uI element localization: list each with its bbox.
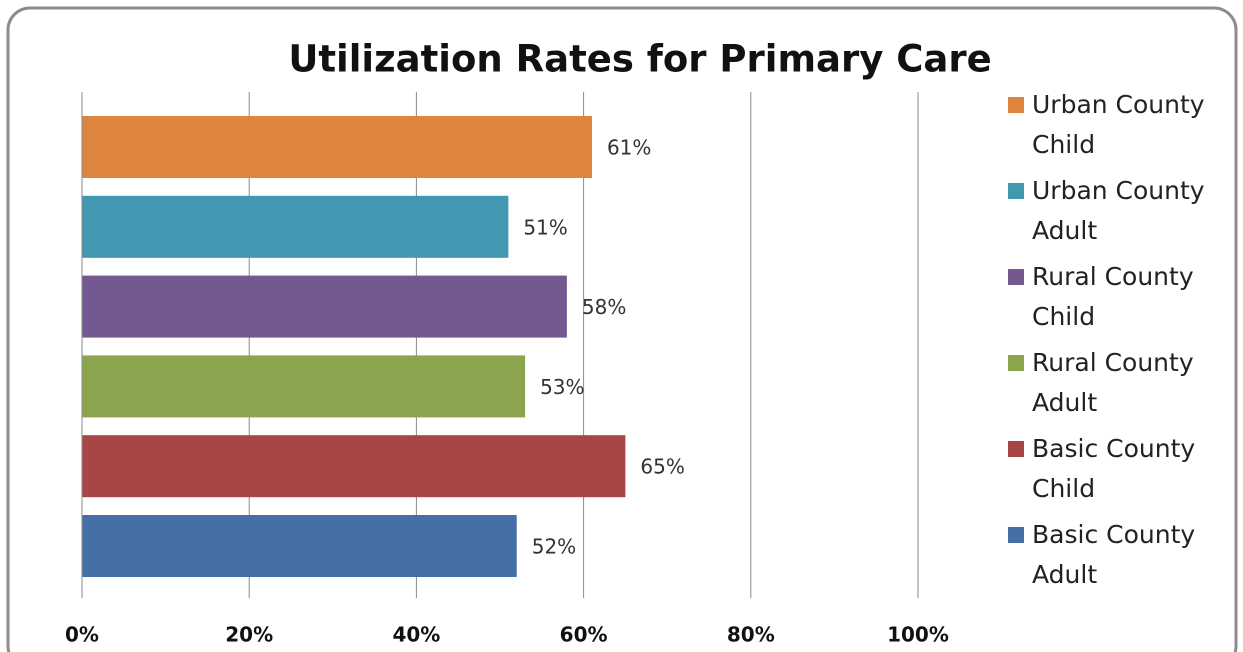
legend-swatch bbox=[1008, 183, 1024, 199]
x-tick-label: 60% bbox=[560, 623, 608, 647]
bar bbox=[82, 195, 509, 258]
x-tick-label: 80% bbox=[727, 623, 775, 647]
x-tick-label: 40% bbox=[392, 623, 440, 647]
bar bbox=[82, 435, 626, 498]
bar bbox=[82, 355, 526, 418]
legend-item: Rural County Adult bbox=[1008, 343, 1223, 423]
bar bbox=[82, 116, 592, 178]
data-label: 52% bbox=[532, 535, 576, 559]
legend-swatch bbox=[1008, 527, 1024, 543]
legend-swatch bbox=[1008, 355, 1024, 371]
legend-item: Urban County Child bbox=[1008, 85, 1223, 165]
legend-swatch bbox=[1008, 97, 1024, 113]
legend-label: Rural County Adult bbox=[1032, 348, 1194, 417]
legend-label: Urban County Child bbox=[1032, 90, 1205, 159]
legend-item: Rural County Child bbox=[1008, 257, 1223, 337]
x-tick-label: 100% bbox=[887, 623, 949, 647]
data-label: 61% bbox=[607, 136, 651, 160]
bar bbox=[82, 275, 567, 338]
legend-swatch bbox=[1008, 441, 1024, 457]
data-label: 58% bbox=[582, 295, 626, 319]
data-label: 53% bbox=[540, 375, 584, 399]
chart-title: Utilization Rates for Primary Care bbox=[288, 38, 991, 81]
data-label: 51% bbox=[523, 215, 567, 239]
legend-swatch bbox=[1008, 269, 1024, 285]
legend-label: Rural County Child bbox=[1032, 262, 1194, 331]
legend-item: Basic County Adult bbox=[1008, 515, 1223, 595]
bar bbox=[82, 515, 517, 577]
legend-label: Basic County Adult bbox=[1032, 520, 1196, 589]
data-label: 65% bbox=[640, 455, 684, 479]
legend-label: Urban County Adult bbox=[1032, 176, 1205, 245]
legend-item: Urban County Adult bbox=[1008, 171, 1223, 251]
x-tick-label: 0% bbox=[65, 623, 99, 647]
legend-label: Basic County Child bbox=[1032, 434, 1196, 503]
legend-item: Basic County Child bbox=[1008, 429, 1223, 509]
x-tick-label: 20% bbox=[225, 623, 273, 647]
